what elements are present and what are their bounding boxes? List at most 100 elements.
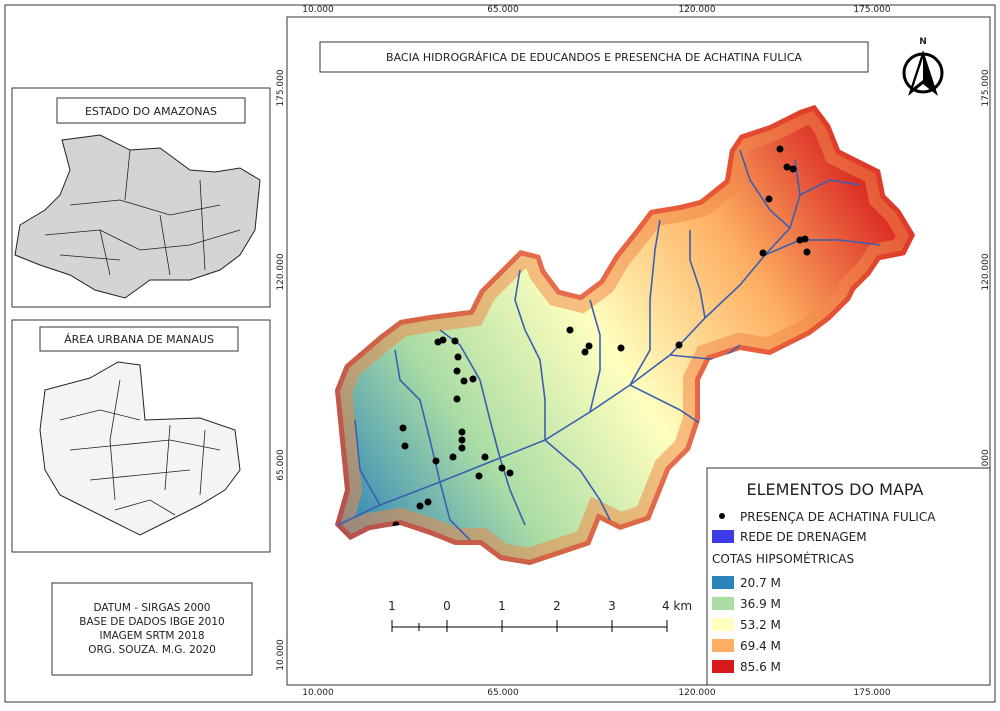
- title-box: [319, 41, 869, 73]
- inset-title: ÁREA URBANA DE MANAUS: [64, 333, 214, 346]
- point: [432, 457, 440, 465]
- point: [783, 163, 791, 171]
- point: [765, 195, 773, 203]
- grid-y: 10.000: [276, 639, 286, 671]
- credits-box: [51, 582, 253, 676]
- legend-swatch: [712, 530, 734, 543]
- legend-swatch: [712, 660, 734, 673]
- legend-class: 53.2 M: [740, 618, 781, 632]
- legend-box: [706, 467, 991, 686]
- point: [803, 248, 811, 256]
- manaus-divisions: [59, 379, 221, 516]
- manaus-map: [39, 361, 241, 536]
- point: [475, 472, 483, 480]
- legend: ELEMENTOS DO MAPA PRESENÇA DE ACHATINA F…: [706, 467, 991, 686]
- north-arrow: N: [902, 37, 944, 96]
- scale-label: 4 km: [662, 599, 692, 613]
- point: [581, 348, 589, 356]
- amazonas-map: [14, 134, 261, 299]
- grid-x: 175.000: [853, 688, 890, 698]
- point: [458, 444, 466, 452]
- credits: DATUM - SIRGAS 2000 BASE DE DADOS IBGE 2…: [79, 602, 224, 656]
- point: [401, 442, 409, 450]
- river: [354, 419, 381, 506]
- grid-x: 120.000: [678, 688, 715, 698]
- point: [789, 165, 797, 173]
- point: [566, 326, 574, 334]
- river: [764, 239, 881, 256]
- point: [585, 342, 593, 350]
- legend-class: 69.4 M: [740, 639, 781, 653]
- legend-class: 36.9 M: [740, 597, 781, 611]
- point: [451, 337, 459, 345]
- credit: ORG. SOUZA. M.G. 2020: [88, 644, 216, 656]
- grid-y: 175.000: [276, 69, 286, 106]
- map-title: BACIA HIDROGRÁFICA DE EDUCANDOS E PRESEN…: [386, 51, 802, 64]
- scale-label: 2: [553, 599, 561, 613]
- legend-swatch: [712, 639, 734, 652]
- point: [481, 453, 489, 461]
- legend-point: [719, 513, 725, 519]
- point: [458, 436, 466, 444]
- inset-title-box: [39, 326, 239, 352]
- river: [394, 349, 441, 483]
- grid-x: 10.000: [302, 688, 334, 698]
- point: [449, 453, 457, 461]
- credit: BASE DE DADOS IBGE 2010: [79, 616, 224, 628]
- grid-y: 175.000: [981, 69, 991, 106]
- river: [514, 269, 546, 440]
- scale-line: [391, 620, 668, 632]
- point: [469, 375, 477, 383]
- point: [453, 395, 461, 403]
- grid-y: 120.000: [981, 253, 991, 290]
- legend-class: 85.6 M: [740, 660, 781, 674]
- legend-item: REDE DE DRENAGEM: [740, 530, 867, 544]
- scale-label: 3: [608, 599, 616, 613]
- credit: DATUM - SIRGAS 2000: [94, 602, 211, 614]
- grid-y: 120.000: [276, 253, 286, 290]
- point: [460, 377, 468, 385]
- point: [675, 341, 683, 349]
- grid-y: 65.000: [981, 449, 991, 481]
- point: [416, 502, 424, 510]
- grid-x: 65.000: [487, 5, 519, 15]
- point: [506, 469, 514, 477]
- outer-frame: [4, 4, 996, 703]
- scale-label: 0: [443, 599, 451, 613]
- legend-subtitle: COTAS HIPSOMÉTRICAS: [712, 551, 854, 566]
- legend-class: 20.7 M: [740, 576, 781, 590]
- legend-item: PRESENÇA DE ACHATINA FULICA: [740, 510, 936, 524]
- north-label: N: [919, 37, 927, 47]
- grid-x: 175.000: [853, 5, 890, 15]
- scale-label: 1: [498, 599, 506, 613]
- grid-x: 65.000: [487, 688, 519, 698]
- point: [498, 464, 506, 472]
- point: [759, 249, 767, 257]
- point: [776, 145, 784, 153]
- scale-label: 1: [388, 599, 396, 613]
- legend-swatch: [712, 597, 734, 610]
- point: [424, 498, 432, 506]
- point: [801, 235, 809, 243]
- point: [453, 367, 461, 375]
- amazonas-divisions: [44, 149, 241, 276]
- legend-swatch: [712, 576, 734, 589]
- river: [689, 230, 706, 319]
- river: [799, 179, 861, 196]
- inset-title-box: [56, 97, 246, 124]
- north-arrow-half: [913, 58, 923, 88]
- legend-swatch: [712, 618, 734, 631]
- inset-title: ESTADO DO AMAZONAS: [85, 105, 217, 118]
- point: [399, 424, 407, 432]
- river: [439, 481, 471, 541]
- legend-title: ELEMENTOS DO MAPA: [747, 480, 924, 499]
- grid-y: 65.000: [276, 449, 286, 481]
- grid-x: 10.000: [302, 5, 334, 15]
- occurrence-points: [392, 145, 811, 529]
- point: [439, 336, 447, 344]
- river: [544, 439, 611, 521]
- river: [589, 299, 601, 413]
- river: [337, 159, 801, 526]
